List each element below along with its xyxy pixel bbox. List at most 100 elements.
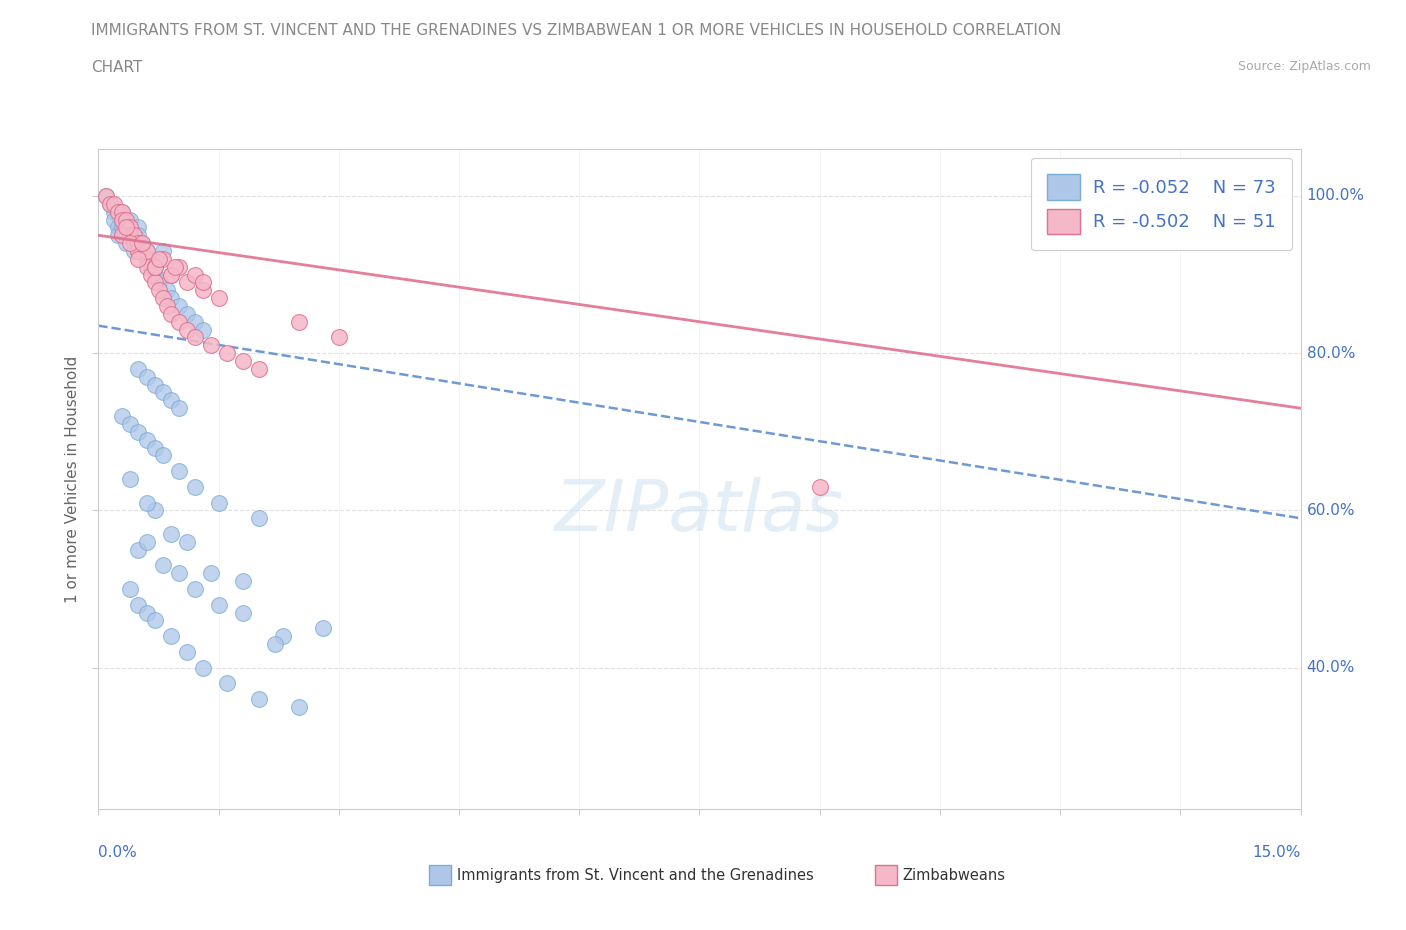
Point (115, 220, 138, 235)
Point (159, 526, 181, 541)
Point (124, 228, 146, 243)
Point (167, 464, 190, 479)
Point (167, 401, 190, 416)
Point (152, 558, 174, 573)
Point (208, 597, 231, 612)
Point (263, 637, 285, 652)
Point (159, 629, 181, 644)
Text: Zimbabweans: Zimbabweans (903, 868, 1005, 883)
Point (135, 432, 157, 447)
Point (135, 244, 157, 259)
Point (232, 574, 254, 589)
Point (103, 205, 125, 219)
Text: 100.0%: 100.0% (1306, 189, 1365, 204)
Point (191, 283, 214, 298)
Point (111, 228, 134, 243)
Point (167, 299, 190, 313)
Point (124, 244, 146, 259)
Point (232, 605, 254, 620)
Point (128, 228, 150, 243)
Point (183, 581, 205, 596)
Point (128, 424, 150, 439)
Point (139, 267, 162, 282)
Point (96, 189, 118, 204)
Point (107, 205, 129, 219)
Point (176, 275, 198, 290)
Point (143, 503, 166, 518)
Text: ZIPatlas: ZIPatlas (555, 477, 844, 547)
Point (215, 676, 238, 691)
Point (208, 291, 231, 306)
Point (107, 228, 129, 243)
Point (159, 291, 181, 306)
Point (120, 228, 142, 243)
Point (215, 346, 238, 361)
Point (183, 267, 205, 282)
Point (111, 205, 134, 219)
Text: 40.0%: 40.0% (1306, 660, 1355, 675)
Point (103, 196, 125, 211)
Text: 80.0%: 80.0% (1306, 346, 1355, 361)
Point (808, 479, 831, 494)
Point (135, 495, 157, 510)
Point (152, 291, 174, 306)
Point (155, 299, 177, 313)
Point (247, 362, 270, 377)
Point (100, 196, 122, 211)
Point (120, 472, 142, 486)
Point (176, 307, 198, 322)
Point (135, 251, 157, 266)
Point (143, 267, 166, 282)
Text: 15.0%: 15.0% (1253, 845, 1301, 860)
Point (128, 244, 150, 259)
Point (120, 581, 142, 596)
Point (176, 322, 198, 337)
Point (143, 259, 166, 274)
Point (232, 353, 254, 368)
Point (167, 565, 190, 580)
Point (176, 644, 198, 659)
Point (143, 378, 166, 392)
Point (128, 362, 150, 377)
Point (183, 479, 205, 494)
Point (143, 259, 166, 274)
Point (100, 196, 122, 211)
Point (312, 621, 335, 636)
Point (120, 220, 142, 235)
Point (152, 251, 174, 266)
Point (167, 314, 190, 329)
Point (128, 251, 150, 266)
Point (111, 212, 134, 227)
Text: 60.0%: 60.0% (1306, 503, 1355, 518)
Point (328, 330, 350, 345)
Point (200, 565, 222, 580)
Point (124, 235, 146, 250)
Point (131, 235, 153, 250)
Point (135, 244, 157, 259)
Point (148, 275, 170, 290)
Point (128, 220, 150, 235)
Point (128, 597, 150, 612)
Point (287, 314, 309, 329)
Point (183, 314, 205, 329)
Text: IMMIGRANTS FROM ST. VINCENT AND THE GRENADINES VS ZIMBABWEAN 1 OR MORE VEHICLES : IMMIGRANTS FROM ST. VINCENT AND THE GREN… (91, 23, 1062, 38)
Point (131, 235, 153, 250)
Point (135, 605, 157, 620)
Point (120, 212, 142, 227)
Point (103, 212, 125, 227)
Point (155, 283, 177, 298)
Point (200, 338, 222, 352)
Text: Source: ZipAtlas.com: Source: ZipAtlas.com (1237, 60, 1371, 73)
Point (135, 535, 157, 550)
Point (183, 330, 205, 345)
Point (128, 244, 150, 259)
Point (111, 408, 134, 423)
Point (176, 535, 198, 550)
Point (159, 392, 181, 407)
Point (148, 283, 170, 298)
Point (115, 228, 138, 243)
Legend: R = -0.052    N = 73, R = -0.502    N = 51: R = -0.052 N = 73, R = -0.502 N = 51 (1031, 158, 1292, 250)
Point (152, 244, 174, 259)
Point (159, 267, 181, 282)
Point (131, 244, 153, 259)
